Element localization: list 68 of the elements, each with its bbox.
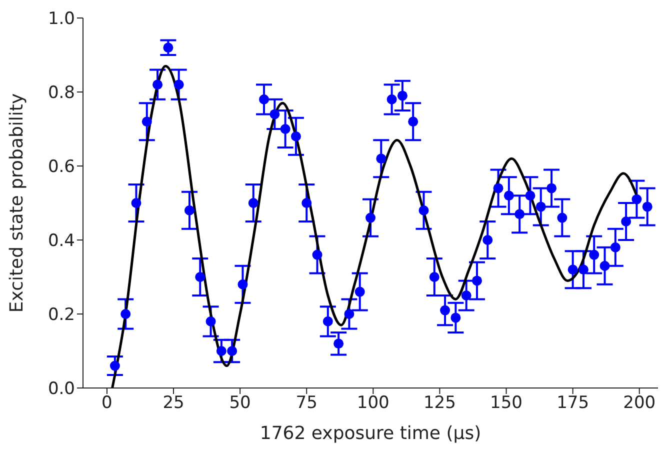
point xyxy=(525,190,536,201)
point xyxy=(418,205,429,216)
point xyxy=(354,286,365,297)
point xyxy=(131,198,142,208)
point xyxy=(216,346,226,356)
point xyxy=(238,279,248,290)
x-tick-label: 125 xyxy=(423,393,456,414)
y-tick-label: 1.0 xyxy=(48,9,75,30)
x-tick-label: 25 xyxy=(162,393,184,414)
point xyxy=(386,94,397,104)
point xyxy=(440,305,450,316)
point xyxy=(536,202,546,212)
point xyxy=(397,90,408,101)
point xyxy=(493,183,504,194)
point xyxy=(578,264,588,275)
point xyxy=(600,260,610,271)
point xyxy=(195,272,206,282)
x-tick-label: 75 xyxy=(296,393,318,414)
point xyxy=(259,94,270,104)
point xyxy=(366,212,376,223)
point xyxy=(557,212,568,223)
y-tick-label: 0.8 xyxy=(48,83,75,104)
y-tick-label: 0.6 xyxy=(48,157,75,178)
point xyxy=(152,80,163,90)
point xyxy=(408,116,418,127)
point xyxy=(632,194,642,204)
point xyxy=(429,272,440,282)
point xyxy=(120,309,131,319)
point xyxy=(621,216,632,226)
x-tick-label: 175 xyxy=(556,393,590,414)
point xyxy=(163,42,174,53)
point xyxy=(472,276,482,286)
y-axis-title: Excited state probability xyxy=(6,93,28,313)
point xyxy=(461,290,472,300)
point xyxy=(206,316,216,326)
point xyxy=(642,202,652,212)
x-tick-label: 100 xyxy=(356,393,390,414)
point xyxy=(312,250,322,260)
point xyxy=(482,235,493,245)
x-axis-title: 1762 exposure time (μs) xyxy=(260,423,482,444)
point xyxy=(227,346,238,356)
point xyxy=(270,109,280,120)
point xyxy=(110,360,120,371)
point xyxy=(376,154,386,164)
point xyxy=(504,190,514,201)
point xyxy=(248,198,258,208)
point xyxy=(280,124,290,134)
point xyxy=(184,205,194,216)
y-tick-label: 0.2 xyxy=(48,305,75,326)
point xyxy=(334,338,344,349)
point xyxy=(302,198,312,208)
point xyxy=(322,316,333,326)
point xyxy=(450,312,461,323)
point xyxy=(546,183,557,194)
x-tick-label: 150 xyxy=(490,393,522,414)
y-tick-label: 0.0 xyxy=(48,379,75,400)
point xyxy=(589,250,600,260)
x-tick-label: 200 xyxy=(623,393,656,414)
point xyxy=(568,264,578,275)
point xyxy=(610,242,620,252)
y-tick-label: 0.4 xyxy=(48,231,75,252)
point xyxy=(344,309,354,319)
point xyxy=(174,80,184,90)
x-tick-label: 50 xyxy=(229,393,251,414)
point xyxy=(142,116,152,127)
point xyxy=(290,131,301,142)
x-tick-label: 0 xyxy=(102,393,112,414)
point xyxy=(514,209,525,220)
